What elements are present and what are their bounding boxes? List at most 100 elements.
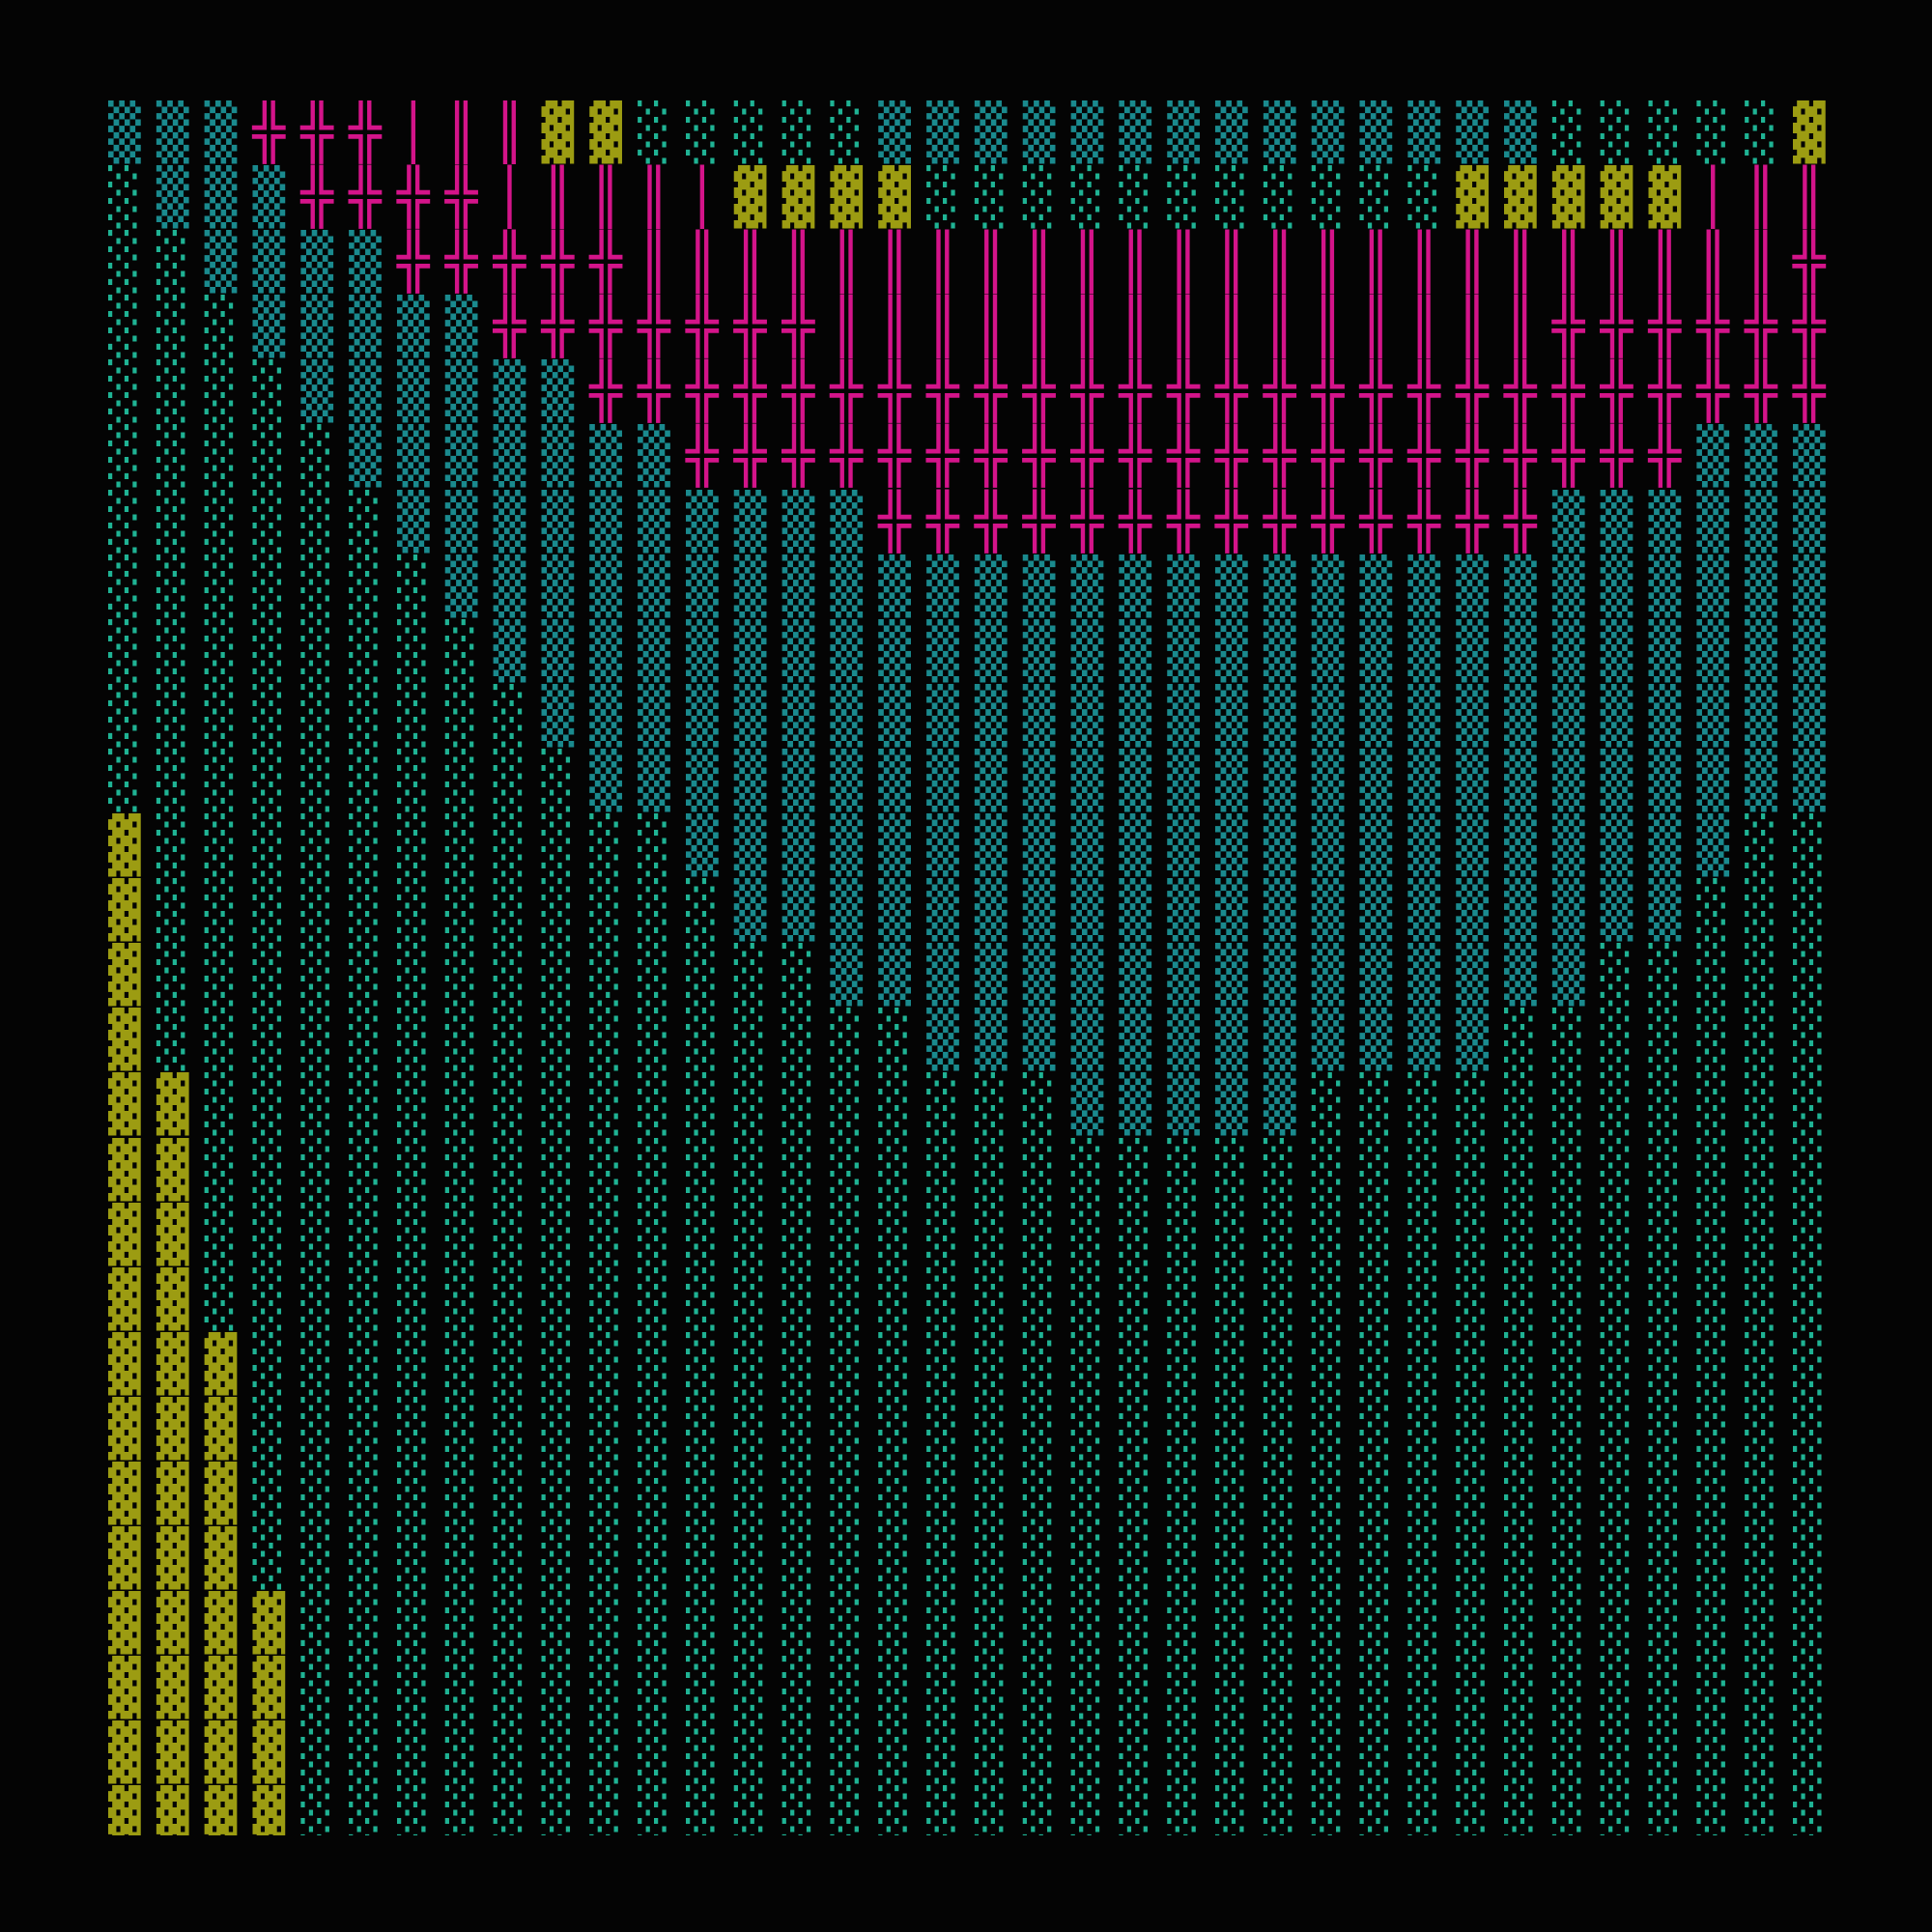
glyph: ░ <box>1696 1267 1746 1331</box>
glyph: ░ <box>733 1267 782 1331</box>
glyph: ░ <box>541 1073 590 1137</box>
glyph: ▒ <box>830 554 879 618</box>
glyph: ▒ <box>1407 749 1457 812</box>
glyph: ║ <box>1070 231 1120 295</box>
glyph: ▒ <box>1167 1009 1216 1072</box>
glyph: ▒ <box>1263 944 1312 1008</box>
glyph: ▒ <box>1167 619 1216 683</box>
glyph: ▒ <box>1648 619 1697 683</box>
glyph: ▒ <box>204 231 253 295</box>
glyph: ░ <box>252 1462 301 1525</box>
glyph: ▒ <box>1311 944 1360 1008</box>
glyph: ░ <box>1263 1721 1312 1785</box>
glyph: ░ <box>1600 1721 1649 1785</box>
glyph: ▒ <box>1551 554 1601 618</box>
glyph: ░ <box>974 1657 1023 1720</box>
glyph: ░ <box>589 1721 639 1785</box>
glyph: ╬ <box>1022 490 1071 554</box>
glyph: ▒ <box>926 814 975 878</box>
glyph: ░ <box>300 1657 350 1720</box>
glyph: ░ <box>1745 1462 1793 1525</box>
glyph: ░ <box>1070 1203 1120 1266</box>
glyph: ░ <box>1745 101 1793 164</box>
glyph: ▒ <box>1311 814 1360 878</box>
glyph: ░ <box>878 1786 927 1835</box>
glyph: ░ <box>444 1073 494 1137</box>
glyph: ░ <box>733 1138 782 1202</box>
glyph: ░ <box>1359 1267 1408 1331</box>
glyph: ▓ <box>204 1332 253 1396</box>
glyph: ░ <box>349 1138 397 1202</box>
glyph: ░ <box>252 1397 301 1461</box>
glyph: ░ <box>1745 1592 1793 1656</box>
glyph: ░ <box>1504 1462 1552 1525</box>
glyph: ║ <box>1167 296 1216 359</box>
glyph: ░ <box>1070 1527 1120 1591</box>
glyph: ▓ <box>108 1657 156 1720</box>
glyph: ▒ <box>1745 684 1793 748</box>
glyph: ░ <box>444 1138 494 1202</box>
glyph: ╬ <box>1119 425 1168 489</box>
glyph: ░ <box>493 1203 542 1266</box>
glyph: ░ <box>1215 1657 1264 1720</box>
glyph: ░ <box>1407 1592 1457 1656</box>
glyph: ░ <box>1215 1332 1264 1396</box>
glyph: ░ <box>638 1397 686 1461</box>
glyph: ▓ <box>108 1592 156 1656</box>
glyph: ▒ <box>1215 879 1264 943</box>
glyph: ╬ <box>1456 360 1505 424</box>
glyph: ▒ <box>1215 814 1264 878</box>
glyph: ▒ <box>1792 749 1833 812</box>
glyph: ░ <box>1359 1592 1408 1656</box>
glyph: ▒ <box>1504 944 1552 1008</box>
glyph: ▒ <box>1359 879 1408 943</box>
glyph: ░ <box>300 879 350 943</box>
glyph: ╬ <box>1456 425 1505 489</box>
glyph: ░ <box>589 1592 639 1656</box>
glyph: ▒ <box>444 360 494 424</box>
glyph: ▓ <box>589 101 639 164</box>
glyph: ░ <box>830 1527 879 1591</box>
glyph: ░ <box>1119 1721 1168 1785</box>
glyph: ▒ <box>1263 1009 1312 1072</box>
terminal-row: ▓▓▓▓░░░░░░░░░░░░░░░░░░░░░░░░░░░░░░░░░ <box>108 1785 1833 1835</box>
glyph: ░ <box>781 944 831 1008</box>
glyph: ░ <box>638 1009 686 1072</box>
glyph: ▒ <box>1456 814 1505 878</box>
glyph: ║ <box>878 296 927 359</box>
glyph: ░ <box>733 944 782 1008</box>
glyph: ║ <box>1119 231 1168 295</box>
glyph: ░ <box>1648 1397 1697 1461</box>
glyph: ░ <box>1022 166 1071 230</box>
glyph: ░ <box>300 1073 350 1137</box>
glyph: ▒ <box>1311 879 1360 943</box>
glyph: ╬ <box>493 231 542 295</box>
glyph: ░ <box>1648 1203 1697 1266</box>
glyph: ░ <box>733 1397 782 1461</box>
glyph: ╬ <box>1551 360 1601 424</box>
glyph: ░ <box>685 1462 734 1525</box>
glyph: ░ <box>1504 1073 1552 1137</box>
glyph: ░ <box>926 1462 975 1525</box>
glyph: ▒ <box>974 749 1023 812</box>
glyph: ░ <box>781 1332 831 1396</box>
glyph: ░ <box>204 684 253 748</box>
glyph: ╬ <box>974 490 1023 554</box>
glyph: ░ <box>638 944 686 1008</box>
glyph: ░ <box>204 814 253 878</box>
glyph: ░ <box>974 1462 1023 1525</box>
glyph: ▒ <box>638 554 686 618</box>
glyph: ░ <box>1407 1462 1457 1525</box>
glyph: ░ <box>156 231 205 295</box>
glyph: ░ <box>1311 1397 1360 1461</box>
glyph: ▒ <box>638 749 686 812</box>
glyph: ▒ <box>541 360 590 424</box>
glyph: ░ <box>589 1073 639 1137</box>
glyph: ░ <box>541 1009 590 1072</box>
glyph: ░ <box>1022 1203 1071 1266</box>
glyph: ╬ <box>541 231 590 295</box>
glyph: ▓ <box>1648 166 1697 230</box>
glyph: ╬ <box>444 231 494 295</box>
glyph: ╬ <box>1648 296 1697 359</box>
